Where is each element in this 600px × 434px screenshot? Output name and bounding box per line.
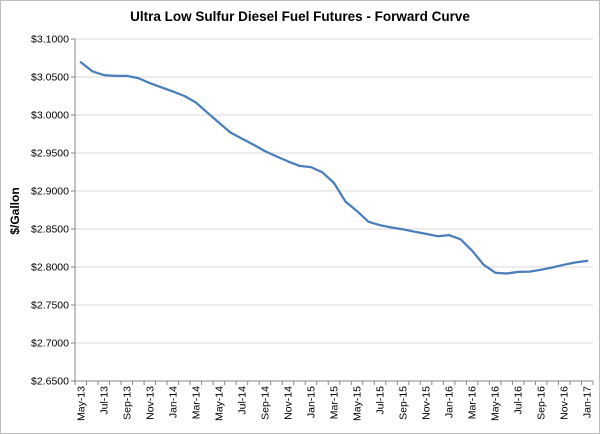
x-tick-label: Jan-15 [305,386,317,418]
x-tick-label: Sep-13 [121,386,133,420]
x-tick-label: Nov-16 [559,386,571,420]
series-line [79,61,589,275]
x-tick-label: Jan-17 [582,386,594,418]
y-tick-label: $3.1000 [31,34,69,46]
y-tick-label: $2.8000 [31,262,69,274]
x-tick-label: Jul-15 [375,386,387,415]
x-tick-label: May-15 [352,386,364,421]
y-tick-label: $2.6500 [31,376,69,388]
y-tick-label: $2.8500 [31,224,69,236]
x-tick-label: Nov-13 [144,386,156,420]
x-tick-label: Mar-15 [329,386,341,419]
x-tick-label: Sep-14 [259,386,271,420]
x-tick-label: Jan-14 [167,386,179,418]
x-tick-label: Mar-14 [190,386,202,419]
x-tick-label: Mar-16 [467,386,479,419]
y-tick-label: $2.9000 [31,186,69,198]
x-tick-label: Nov-14 [282,386,294,420]
y-tick-label: $2.7000 [31,338,69,350]
x-tick-label: May-16 [490,386,502,421]
x-tick-label: May-13 [75,386,87,421]
x-tick-label: Jan-16 [444,386,456,418]
y-tick-label: $2.7500 [31,300,69,312]
chart-title: Ultra Low Sulfur Diesel Fuel Futures - F… [130,9,470,24]
x-tick-label: Sep-15 [398,386,410,420]
y-tick-label: $3.0000 [31,110,69,122]
x-tick-label: Nov-15 [421,386,433,420]
x-tick-label: Jul-16 [513,386,525,415]
x-tick-label: Jul-14 [236,386,248,415]
y-tick-label: $3.0500 [31,72,69,84]
x-tick-label: May-14 [213,386,225,421]
y-tick-label: $2.9500 [31,148,69,160]
x-tick-label: Sep-16 [536,386,548,420]
x-tick-label: Jul-13 [98,386,110,415]
